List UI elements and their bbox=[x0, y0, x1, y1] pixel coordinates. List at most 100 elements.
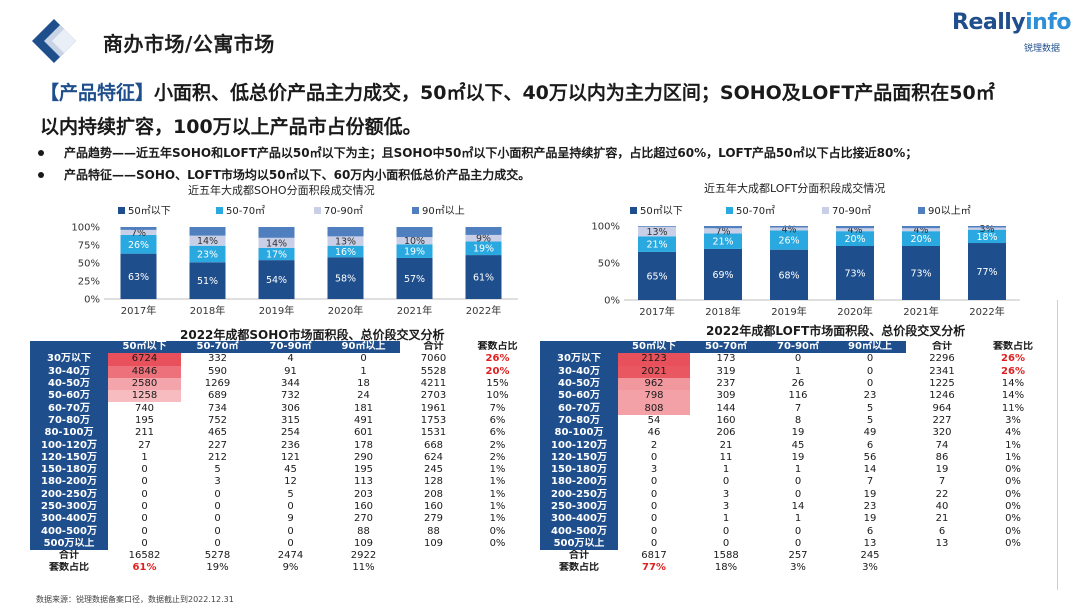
empty-cell bbox=[400, 562, 467, 575]
bar-segment bbox=[189, 235, 226, 246]
table-cell: 0 bbox=[794, 525, 802, 537]
bar-segment bbox=[638, 251, 676, 300]
row-label: 400-500万 bbox=[540, 525, 618, 538]
footer-cell: 61% bbox=[108, 562, 181, 575]
table-cell: 6 bbox=[866, 439, 874, 451]
row-share-cell: 2% bbox=[489, 451, 506, 463]
table-row: 30-40万 2021 319 1 0 2341 26% bbox=[540, 365, 1048, 378]
footer-cell: 1588 bbox=[690, 550, 762, 563]
table-cell: 21 bbox=[719, 439, 733, 451]
table-cell: 315 bbox=[280, 414, 301, 426]
table-cell: 306 bbox=[280, 402, 301, 414]
row-label: 50-60万 bbox=[540, 390, 618, 403]
row-total-cell: 88 bbox=[427, 525, 440, 537]
table-cell: 24 bbox=[357, 390, 370, 402]
table-cell: 0 bbox=[722, 537, 730, 549]
table-row: 30万以下 2123 173 0 0 2296 26% bbox=[540, 353, 1048, 366]
footer-cell: 11% bbox=[327, 562, 400, 575]
row-label: 250-300万 bbox=[540, 500, 618, 514]
table-cell: 590 bbox=[207, 365, 228, 377]
table-cell: 3 bbox=[722, 488, 730, 500]
table-cell: 109 bbox=[353, 537, 374, 549]
bar-segment bbox=[120, 234, 157, 254]
table-cell: 0 bbox=[794, 353, 802, 365]
table-cell: 5 bbox=[214, 464, 221, 476]
table-cell: 2021 bbox=[618, 365, 690, 378]
table-cell: 0 bbox=[108, 525, 181, 538]
table-row: 400-500万 0 0 0 88 88 0% bbox=[30, 525, 528, 538]
row-label: 30万以下 bbox=[30, 353, 108, 366]
row-total-cell: 1753 bbox=[420, 414, 447, 426]
bar-segment bbox=[770, 226, 808, 228]
table-cell: 3 bbox=[618, 463, 690, 477]
table-row: 120-150万 1 212 121 290 624 2% bbox=[30, 451, 528, 464]
row-share-cell: 1% bbox=[489, 513, 506, 525]
row-label: 70-80万 bbox=[30, 414, 108, 428]
bar-data-label: 69% bbox=[712, 270, 733, 281]
legend-label: 50㎡以下 bbox=[640, 205, 683, 217]
table-cell: 206 bbox=[716, 427, 736, 439]
bar-data-label: 61% bbox=[473, 273, 494, 284]
column-header: 90㎡以上 bbox=[834, 341, 906, 354]
diamond-logo-icon bbox=[32, 19, 76, 63]
table-row: 100-120万 27 227 236 178 668 2% bbox=[30, 439, 528, 452]
row-total-cell: 320 bbox=[932, 427, 952, 439]
table-cell: 5 bbox=[287, 488, 294, 500]
bullet-feature: 产品特征——SOHO、LOFT市场均以50㎡以下、60万内小面积低总价产品主力成… bbox=[38, 164, 1068, 186]
bar-segment bbox=[704, 228, 742, 234]
row-label: 500万以上 bbox=[540, 537, 618, 551]
row-label: 150-180万 bbox=[30, 463, 108, 477]
x-tick-label: 2022年 bbox=[969, 305, 1004, 318]
soho-chart-title: 近五年大成都SOHO分面积段成交情况 bbox=[188, 184, 375, 197]
table-cell: 9 bbox=[287, 513, 294, 525]
bar-data-label: 77% bbox=[976, 267, 997, 278]
x-tick-label: 2017年 bbox=[121, 304, 156, 317]
row-total-cell: 22 bbox=[935, 488, 949, 500]
table-cell: 6 bbox=[866, 525, 874, 537]
row-label: 80-100万 bbox=[540, 427, 618, 440]
row-label: 50-60万 bbox=[30, 390, 108, 403]
row-share-cell: 0% bbox=[1005, 525, 1021, 537]
table-cell: 0 bbox=[794, 476, 802, 488]
footer-cell: 245 bbox=[834, 550, 906, 563]
row-share-cell: 1% bbox=[1005, 439, 1021, 451]
column-header: 套数占比 bbox=[467, 341, 528, 354]
row-share-cell: 4% bbox=[1005, 427, 1021, 439]
bar-segment bbox=[327, 257, 364, 299]
row-share-cell: 26% bbox=[485, 353, 510, 365]
row-share-cell: 6% bbox=[489, 427, 506, 439]
table-cell: 1 bbox=[794, 365, 802, 377]
table-row: 100-120万 2 21 45 6 74 1% bbox=[540, 439, 1048, 452]
row-total-cell: 208 bbox=[423, 488, 444, 500]
table-cell: 0 bbox=[287, 525, 294, 537]
bullet-list: 产品趋势——近五年SOHO和LOFT产品以50㎡以下为主；且SOHO中50㎡以下… bbox=[38, 142, 1068, 186]
bar-data-label: 7% bbox=[715, 226, 730, 237]
row-label: 100-120万 bbox=[30, 439, 108, 452]
footer-cell: 2922 bbox=[327, 550, 400, 563]
table-cell: 0 bbox=[214, 513, 221, 525]
table-row: 70-80万 195 752 315 491 1753 6% bbox=[30, 414, 528, 428]
y-tick-label: 25% bbox=[78, 277, 100, 288]
row-label: 300-400万 bbox=[30, 513, 108, 526]
table-cell: 160 bbox=[353, 501, 374, 512]
row-share-cell: 0% bbox=[1005, 464, 1021, 476]
column-header: 70-90㎡ bbox=[762, 341, 834, 354]
footer-cell: 3% bbox=[834, 562, 906, 575]
row-share-cell: 1% bbox=[489, 488, 506, 500]
table-cell: 237 bbox=[716, 378, 736, 390]
table-cell: 3 bbox=[214, 476, 221, 488]
bar-data-label: 18% bbox=[976, 232, 997, 243]
table-cell: 962 bbox=[618, 377, 690, 391]
bar-data-label: 73% bbox=[910, 268, 931, 279]
bar-data-label: 73% bbox=[844, 268, 865, 279]
bar-data-label: 19% bbox=[404, 247, 425, 258]
row-label: 120-150万 bbox=[30, 451, 108, 464]
table-cell: 2123 bbox=[618, 353, 690, 366]
table-cell: 740 bbox=[108, 402, 181, 415]
row-label: 200-250万 bbox=[30, 488, 108, 501]
empty-cell bbox=[467, 550, 528, 563]
row-share-cell: 0% bbox=[489, 525, 506, 537]
table-corner-cell bbox=[540, 341, 618, 354]
row-label: 30万以下 bbox=[540, 353, 618, 366]
table-cell: 0 bbox=[287, 501, 294, 512]
